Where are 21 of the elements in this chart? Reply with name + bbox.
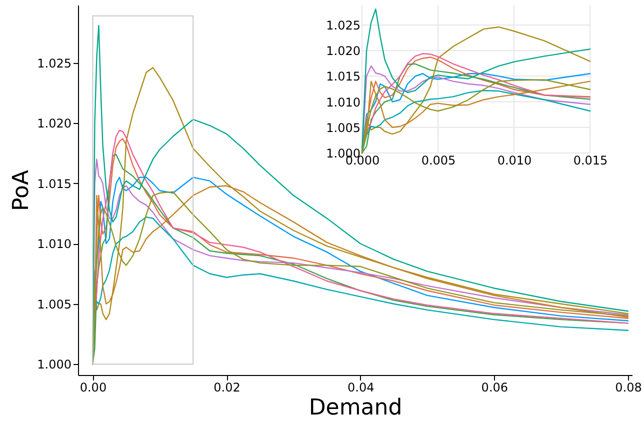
y-axis-title: PoA [9,170,34,211]
y-tick-label: 1.015 [37,176,72,191]
x-tick-label: 0.02 [214,380,240,394]
y-tick-label: 1.020 [326,44,360,58]
x-tick-label: 0.010 [497,154,532,168]
x-axis-title: Demand [308,396,402,420]
x-tick-label: 0.04 [347,380,374,394]
x-tick-label: 0.08 [615,380,642,394]
y-tick-label: 1.015 [326,70,360,84]
y-tick-label: 1.005 [37,297,72,312]
y-tick-label: 1.025 [326,18,360,32]
y-tick-label: 1.025 [37,56,72,70]
y-tick-label: 1.005 [326,120,360,135]
y-tick-label: 1.000 [37,358,72,372]
x-tick-label: 0.06 [481,380,508,394]
x-tick-label: 0.005 [421,154,456,168]
x-tick-label: 0.00 [80,380,107,394]
y-tick-label: 1.020 [37,116,72,131]
y-tick-label: 1.010 [326,95,360,110]
x-tick-label: 0.015 [573,154,608,168]
y-tick-label: 1.010 [37,237,72,252]
